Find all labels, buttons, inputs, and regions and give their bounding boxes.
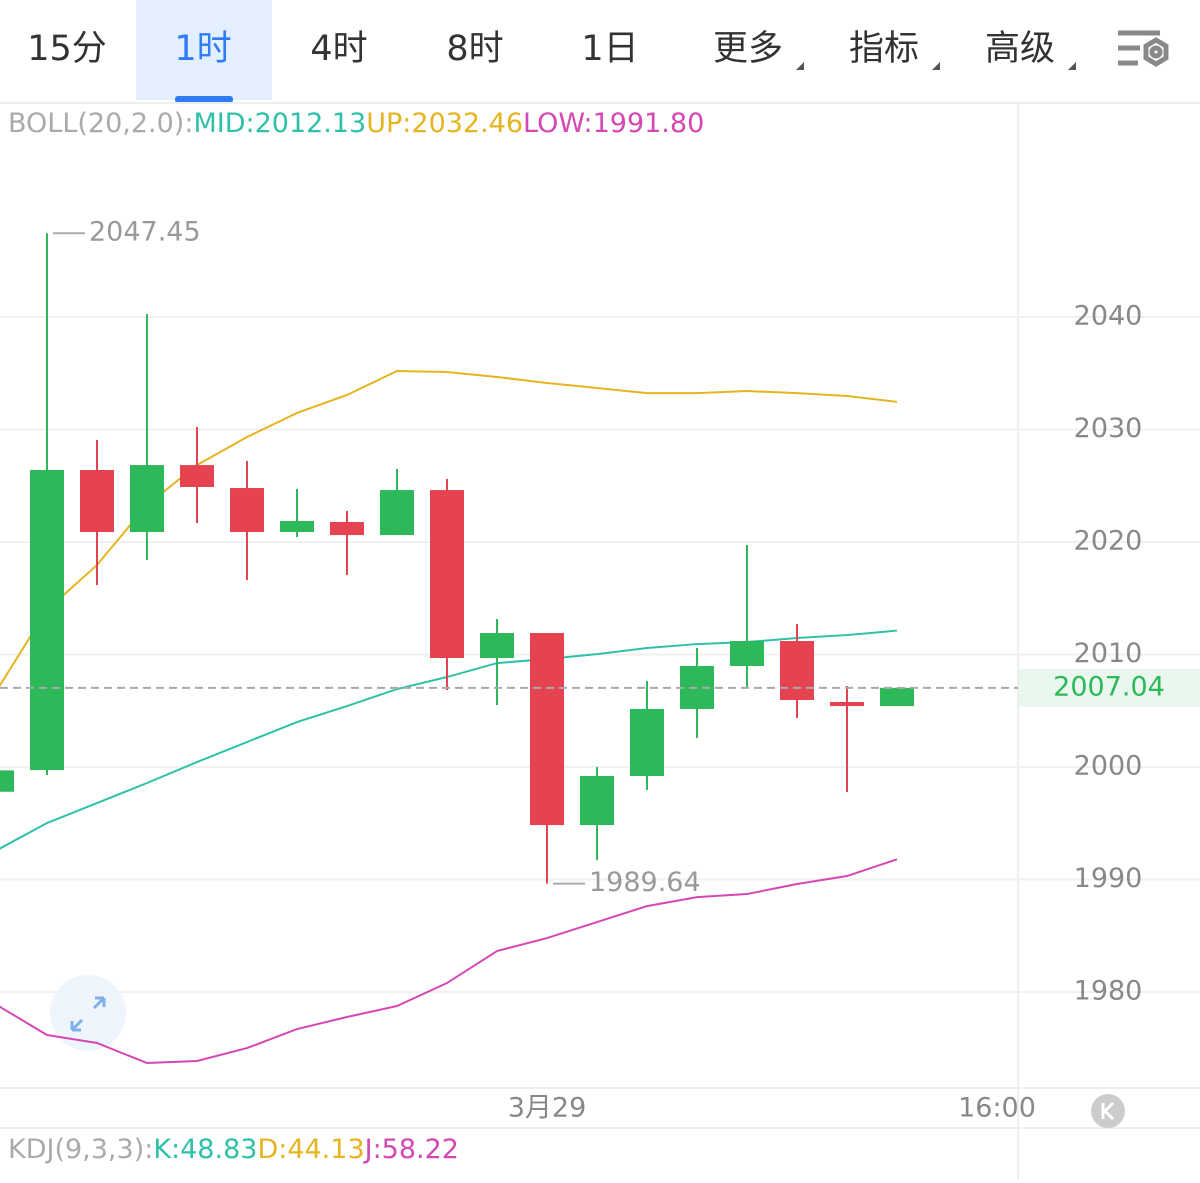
y-tick-label: 2030 [1074,413,1143,444]
back-to-latest-button[interactable] [1091,1094,1125,1128]
settings-icon[interactable] [1118,30,1169,67]
candle-body [580,776,614,826]
candle-body [480,633,514,659]
candle-body [630,708,664,777]
legend-item: BOLL(20,2.0): [8,108,193,139]
y-tick-label: 2010 [1074,638,1143,669]
active-tab-underline [175,96,233,103]
candle-body [280,520,314,533]
y-tick-label: 2000 [1074,751,1143,782]
x-tick-label: 16:00 [958,1093,1036,1124]
legend-item: KDJ(9,3,3): [8,1134,153,1165]
legend-item: K:48.83 [153,1134,257,1165]
tab[interactable]: 15分 [27,29,107,69]
candle-body [80,470,114,533]
candle-body [780,641,814,700]
candle-body [380,490,414,536]
dropdown-arrow [1068,62,1076,70]
dropdown-arrow [932,62,940,70]
dropdown-arrow [796,62,804,70]
tab[interactable]: 1日 [581,29,638,69]
y-tick-label: 1990 [1074,863,1143,894]
candle-body [430,490,464,659]
candle-body [0,770,14,792]
legend-item: D:44.13 [257,1134,364,1165]
legend-item: LOW:1991.80 [523,108,704,139]
max-label: 2047.45 [89,217,201,248]
legend-item: MID:2012.13 [193,108,366,139]
tab[interactable]: 4时 [310,29,367,69]
candle-body [730,641,764,667]
last-price-label: 2007.04 [1053,671,1165,702]
indicator-legend: BOLL(20,2.0):MID:2012.13UP:2032.46LOW:19… [8,108,704,139]
boll-line [0,858,898,1065]
candle-body [230,488,264,533]
y-tick-label: 2040 [1074,301,1143,332]
legend-item: UP:2032.46 [366,108,523,139]
expand-button[interactable] [50,975,126,1051]
legend-item: J:58.22 [363,1134,459,1165]
candle-body [530,633,564,826]
candle-body [30,470,64,771]
min-label: 1989.64 [589,867,701,898]
tab[interactable]: 指标 [849,29,919,69]
sub-indicator-legend: KDJ(9,3,3):K:48.83D:44.13J:58.22 [8,1134,459,1165]
y-tick-label: 2020 [1074,526,1143,557]
last-price-bg [1019,668,1200,707]
candle-body [880,687,914,707]
candle-body [180,465,214,488]
candle-body [830,702,864,707]
candle-body [330,521,364,536]
tab[interactable]: 高级 [985,29,1055,69]
y-tick-label: 1980 [1074,976,1143,1007]
active-tab-bg [136,0,272,100]
x-tick-label: 3月29 [508,1093,587,1124]
tab[interactable]: 更多 [713,29,783,69]
candle-body [130,465,164,533]
tab[interactable]: 1时 [174,29,231,69]
tab[interactable]: 8时 [446,29,503,69]
